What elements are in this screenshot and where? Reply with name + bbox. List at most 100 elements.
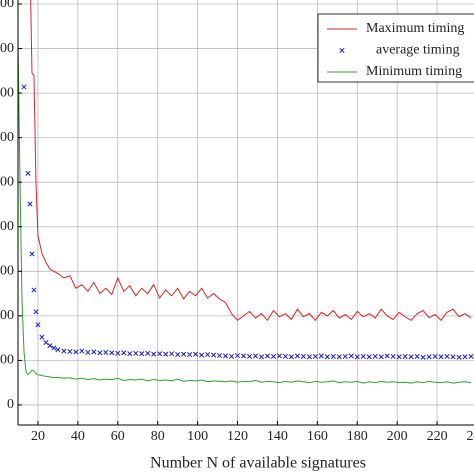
marker	[372, 353, 378, 359]
marker	[360, 353, 366, 359]
y-tick-label: 800	[0, 41, 14, 56]
x-tick-label: 40	[71, 429, 85, 444]
marker	[354, 354, 360, 360]
marker	[342, 353, 348, 359]
marker	[294, 353, 300, 359]
marker	[432, 353, 438, 359]
marker	[187, 352, 193, 358]
marker	[127, 351, 133, 357]
marker	[366, 354, 372, 360]
legend: Maximum timing average timing Minimum timi…	[317, 13, 474, 83]
x-tick-label: 100	[187, 429, 208, 444]
marker	[318, 353, 324, 359]
x-axis-label: Number N of available signatures	[150, 455, 366, 472]
marker	[85, 349, 91, 355]
marker	[234, 352, 241, 359]
marker	[91, 349, 97, 355]
marker	[396, 354, 402, 360]
marker	[312, 353, 318, 359]
legend-label: Maximum timing	[366, 21, 464, 36]
marker	[240, 353, 247, 359]
x-tick-label: 60	[111, 429, 125, 444]
marker	[300, 353, 306, 359]
marker	[175, 352, 181, 358]
marker	[163, 351, 169, 357]
marker	[456, 354, 462, 360]
marker	[444, 353, 450, 359]
marker	[408, 354, 414, 360]
x-tick-label: 180	[347, 429, 368, 444]
series-line	[18, 39, 472, 384]
marker	[115, 350, 121, 356]
marker	[121, 350, 127, 356]
y-tick-label: 600	[0, 130, 14, 145]
marker	[73, 349, 79, 355]
marker	[336, 354, 342, 360]
marker	[157, 351, 163, 357]
marker	[27, 201, 33, 207]
x-tick-label: 240	[467, 429, 474, 444]
marker	[169, 351, 175, 357]
marker	[181, 351, 187, 357]
marker	[378, 354, 384, 360]
marker	[390, 353, 396, 359]
x-tick-label: 160	[307, 429, 328, 444]
y-tick-label: 700	[0, 85, 14, 100]
marker	[31, 287, 37, 293]
marker	[276, 353, 282, 359]
y-tick-label: 900	[0, 0, 14, 11]
marker	[51, 345, 57, 351]
marker	[205, 352, 211, 358]
marker	[426, 354, 432, 360]
marker	[258, 354, 265, 360]
marker	[282, 353, 288, 359]
marker	[468, 353, 474, 359]
y-tick-label: 200	[0, 308, 14, 323]
marker	[264, 353, 271, 359]
marker	[79, 348, 85, 354]
marker	[222, 353, 229, 359]
marker	[193, 351, 199, 357]
marker	[246, 353, 253, 359]
legend-label: average timing	[376, 43, 460, 58]
y-tick-label: 100	[0, 353, 14, 368]
marker	[462, 354, 468, 360]
marker	[384, 353, 390, 359]
y-tick-label: 500	[0, 174, 14, 189]
marker	[306, 354, 312, 360]
marker	[217, 352, 223, 359]
marker	[211, 352, 217, 358]
marker	[330, 353, 336, 359]
marker	[21, 84, 27, 90]
legend-box	[317, 13, 474, 83]
marker	[35, 322, 41, 328]
marker	[151, 351, 157, 357]
x-tick-label: 80	[151, 429, 165, 444]
marker	[414, 353, 420, 359]
plot-area	[18, 0, 474, 384]
marker	[199, 352, 205, 358]
marker	[145, 350, 151, 356]
marker	[228, 353, 235, 359]
marker	[33, 309, 39, 315]
x-tick-label: 220	[427, 429, 448, 444]
marker	[252, 353, 259, 359]
marker	[139, 351, 145, 357]
marker	[55, 347, 61, 353]
marker	[270, 353, 276, 359]
marker	[29, 251, 35, 257]
marker	[450, 354, 456, 360]
marker	[47, 343, 53, 349]
x-tick-label: 200	[387, 429, 408, 444]
marker	[324, 354, 330, 360]
marker	[25, 170, 31, 176]
marker	[109, 350, 115, 356]
y-tick-label: 300	[0, 264, 14, 279]
marker	[43, 340, 49, 346]
y-tick-label: 0	[7, 397, 14, 412]
marker	[288, 354, 294, 360]
legend-label: Minimum timing	[366, 64, 462, 79]
marker	[97, 350, 103, 356]
legend-marker	[339, 47, 345, 54]
